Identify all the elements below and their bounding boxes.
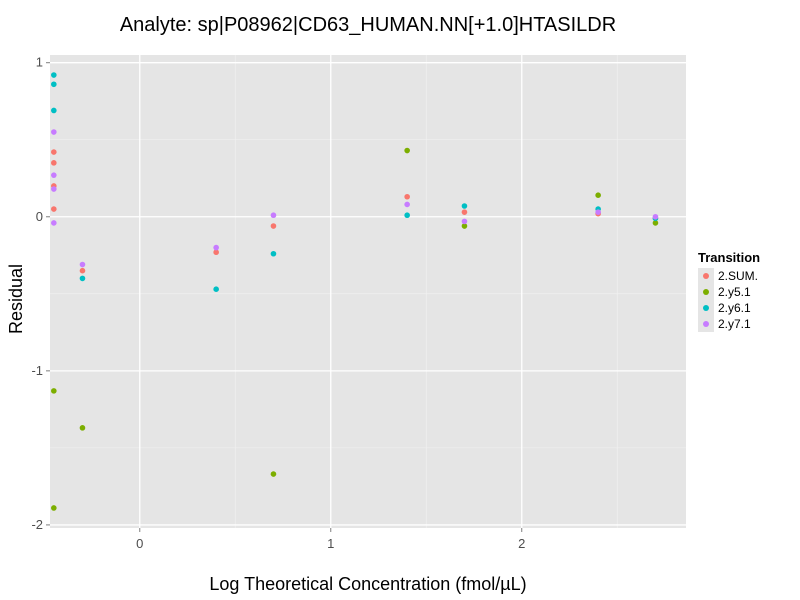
data-point	[79, 275, 86, 282]
data-point	[652, 213, 659, 220]
data-point	[404, 201, 410, 208]
y-tick-label: -1	[31, 363, 43, 378]
data-point	[51, 160, 57, 166]
x-axis-label: Log Theoretical Concentration (fmol/µL)	[209, 574, 527, 594]
legend-title: Transition	[698, 250, 761, 265]
data-point	[51, 81, 57, 88]
data-point	[270, 250, 277, 257]
data-point	[404, 147, 410, 154]
data-point	[51, 505, 57, 511]
legend: Transition 2.SUM. 2.y5.1 2.y6.1 2.y7.1	[698, 250, 760, 332]
legend-key	[698, 316, 714, 332]
legend-item: 2.y7.1	[698, 316, 760, 332]
legend-label: 2.y6.1	[718, 301, 751, 315]
data-point	[461, 218, 468, 225]
legend-dot	[703, 321, 709, 327]
data-point	[51, 220, 57, 226]
data-point	[51, 149, 57, 155]
legend-item: 2.y6.1	[698, 300, 760, 316]
y-axis-label: Residual	[6, 263, 26, 334]
data-point	[213, 286, 219, 292]
legend-item: 2.y5.1	[698, 284, 760, 300]
data-point	[51, 186, 57, 192]
y-tick-label: 0	[36, 209, 43, 224]
x-tick-label: 1	[327, 536, 334, 551]
data-point	[51, 388, 57, 394]
data-point	[652, 220, 659, 226]
legend-key	[698, 284, 714, 300]
legend-dot	[703, 273, 709, 279]
data-point	[79, 425, 86, 431]
data-point	[51, 172, 57, 178]
data-point	[270, 223, 277, 229]
data-point	[404, 193, 410, 200]
legend-key	[698, 268, 714, 284]
x-tick-label: 0	[136, 536, 143, 551]
y-tick-label: 1	[36, 55, 43, 70]
data-point	[79, 267, 86, 274]
x-tick-label: 2	[518, 536, 525, 551]
data-point	[51, 107, 57, 114]
y-tick-label: -2	[31, 517, 43, 532]
data-point	[595, 209, 601, 215]
chart-title: Analyte: sp|P08962|CD63_HUMAN.NN[+1.0]HT…	[119, 14, 617, 36]
plot-panel	[50, 55, 686, 528]
data-point	[213, 244, 219, 251]
data-point	[51, 129, 57, 135]
data-point	[51, 72, 57, 78]
data-point	[404, 212, 410, 219]
legend-dot	[703, 289, 709, 295]
data-point	[79, 261, 86, 268]
legend-item: 2.SUM.	[698, 268, 760, 284]
legend-label: 2.SUM.	[718, 269, 759, 283]
legend-label: 2.y5.1	[718, 285, 751, 299]
legend-key	[698, 300, 714, 316]
legend-dot	[703, 305, 709, 311]
data-point	[461, 209, 468, 215]
data-point	[461, 223, 468, 229]
data-point	[213, 249, 219, 256]
data-point	[270, 471, 277, 477]
legend-label: 2.y7.1	[718, 317, 751, 331]
data-point	[461, 203, 468, 209]
data-point	[51, 206, 57, 212]
data-point	[595, 192, 601, 199]
data-point	[270, 212, 277, 219]
